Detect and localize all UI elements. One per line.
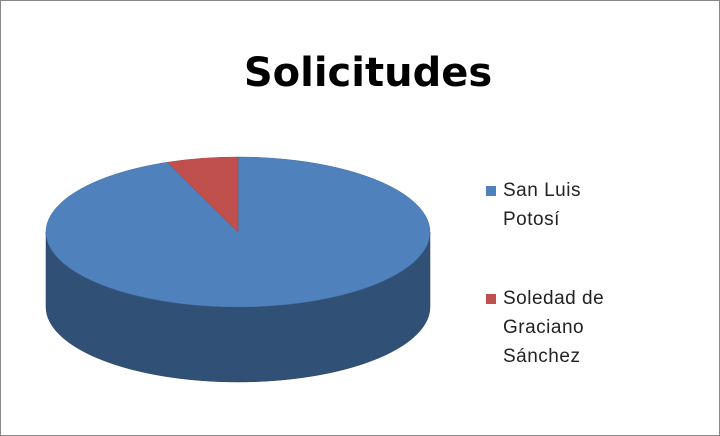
pie-slice bbox=[166, 156, 239, 233]
legend-label: San Luis Potosí bbox=[503, 180, 581, 230]
legend-swatch bbox=[486, 186, 496, 196]
chart-title: Solicitudes bbox=[244, 50, 492, 96]
legend-label: Soledad de Graciano Sánchez bbox=[503, 288, 605, 367]
legend-swatch bbox=[486, 294, 496, 304]
